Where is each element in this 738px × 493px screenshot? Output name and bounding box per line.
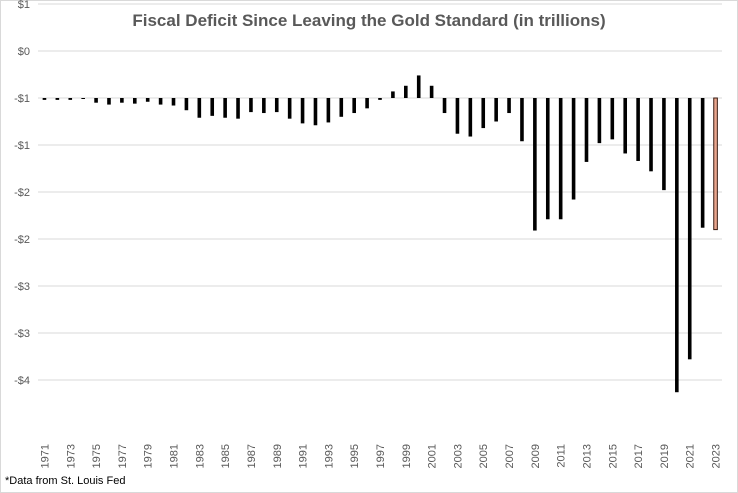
bar-1993 <box>326 98 331 123</box>
bar-1981 <box>171 98 176 106</box>
bar-1989 <box>274 98 279 113</box>
bar-2020 <box>675 98 679 393</box>
x-tick-label: 2003 <box>452 444 464 468</box>
y-tick-label: -$1 <box>14 93 30 105</box>
bar-1987 <box>249 98 253 113</box>
bar-1991 <box>300 98 305 124</box>
x-tick-label: 1985 <box>220 444 232 468</box>
bar-1984 <box>210 98 215 116</box>
x-tick-label: 2015 <box>607 444 619 468</box>
bar-1973 <box>68 98 73 100</box>
bar-2009 <box>533 98 537 231</box>
bar-2010 <box>545 98 550 220</box>
bar-1994 <box>339 98 344 117</box>
bar-2008 <box>520 98 524 142</box>
x-tick-label: 1973 <box>65 444 77 468</box>
y-tick-label: $0 <box>18 46 30 58</box>
x-tick-label: 2005 <box>478 444 490 468</box>
x-tick-label: 1987 <box>246 444 258 468</box>
bar-1980 <box>158 98 163 105</box>
y-tick-label: -$1 <box>14 140 30 152</box>
bar-1982 <box>184 98 189 111</box>
x-tick-label: 1975 <box>91 444 103 468</box>
bar-2005 <box>481 98 486 129</box>
x-tick-label: 1997 <box>375 444 387 468</box>
bar-1999 <box>404 85 408 98</box>
bar-2006 <box>494 98 498 122</box>
y-tick-label: -$3 <box>14 328 30 340</box>
chart-title: Fiscal Deficit Since Leaving the Gold St… <box>132 11 606 30</box>
bar-2000 <box>416 75 421 98</box>
bar-2004 <box>468 98 473 137</box>
x-tick-label: 1989 <box>272 444 284 468</box>
x-tick-label: 1983 <box>194 444 206 468</box>
bar-1995 <box>352 98 356 114</box>
x-axis-ticks: 1971 1973 1975 1977 1979 1981 1983 1985 1987 1989… <box>39 444 722 468</box>
bar-1978 <box>132 98 137 104</box>
x-tick-label: 2001 <box>427 444 439 468</box>
x-tick-label: 1993 <box>323 444 335 468</box>
bar-1992 <box>313 98 318 126</box>
bar-1979 <box>145 98 150 102</box>
bar-2002 <box>442 98 447 114</box>
bar-1990 <box>287 98 292 119</box>
bar-2018 <box>649 98 653 172</box>
y-tick-label: $1 <box>18 0 30 11</box>
x-tick-label: 1981 <box>169 444 181 468</box>
gridlines <box>38 3 722 381</box>
bar-2007 <box>507 98 511 114</box>
x-tick-label: 1971 <box>39 444 51 468</box>
bar-2022 <box>700 98 705 228</box>
bar-2012 <box>571 98 576 200</box>
footnote: *Data from St. Louis Fed <box>5 475 126 487</box>
x-tick-label: 1991 <box>298 444 310 468</box>
y-tick-label: -$2 <box>14 234 30 246</box>
bar-1971 <box>42 98 47 100</box>
bar-1986 <box>236 98 240 119</box>
bar-1983 <box>197 98 202 118</box>
bar-1988 <box>262 98 266 114</box>
bar-2021 <box>687 98 692 360</box>
bar-1974 <box>81 98 85 99</box>
bar-2015 <box>610 98 615 140</box>
bar-2017 <box>636 98 640 161</box>
x-tick-label: 2021 <box>685 444 697 468</box>
bar-1975 <box>94 98 98 103</box>
bar-2014 <box>597 98 602 144</box>
bar-2003 <box>455 98 460 134</box>
x-tick-label: 1977 <box>117 444 129 468</box>
bar-1976 <box>107 98 111 105</box>
bar-2001 <box>429 85 434 98</box>
bar-2019 <box>662 98 666 191</box>
y-axis-ticks: $1 $0 -$1 -$1 -$2 -$2 -$3 -$3 -$4 <box>14 0 30 387</box>
bar-1977 <box>120 98 124 103</box>
x-tick-label: 1979 <box>143 444 155 468</box>
bar-1996 <box>365 98 369 109</box>
x-tick-label: 2017 <box>633 444 645 468</box>
bar-1972 <box>55 98 60 100</box>
x-tick-label: 1999 <box>401 444 413 468</box>
x-tick-label: 2019 <box>659 444 671 468</box>
y-tick-label: -$3 <box>14 281 30 293</box>
x-tick-label: 1995 <box>349 444 361 468</box>
bar-1985 <box>223 98 227 118</box>
bar-2016 <box>623 98 628 154</box>
bar-2023 <box>713 97 718 231</box>
x-tick-label: 2013 <box>581 444 593 468</box>
x-tick-label: 2009 <box>530 444 542 468</box>
x-tick-label: 2007 <box>504 444 516 468</box>
y-tick-label: -$2 <box>14 187 30 199</box>
bar-1997 <box>378 98 382 100</box>
bar-2013 <box>584 98 589 162</box>
y-tick-label: -$4 <box>14 375 30 387</box>
bars <box>42 75 718 393</box>
x-tick-label: 2011 <box>556 444 568 468</box>
x-tick-label: 2023 <box>711 444 723 468</box>
bar-2011 <box>558 98 563 220</box>
bar-1998 <box>391 91 395 98</box>
